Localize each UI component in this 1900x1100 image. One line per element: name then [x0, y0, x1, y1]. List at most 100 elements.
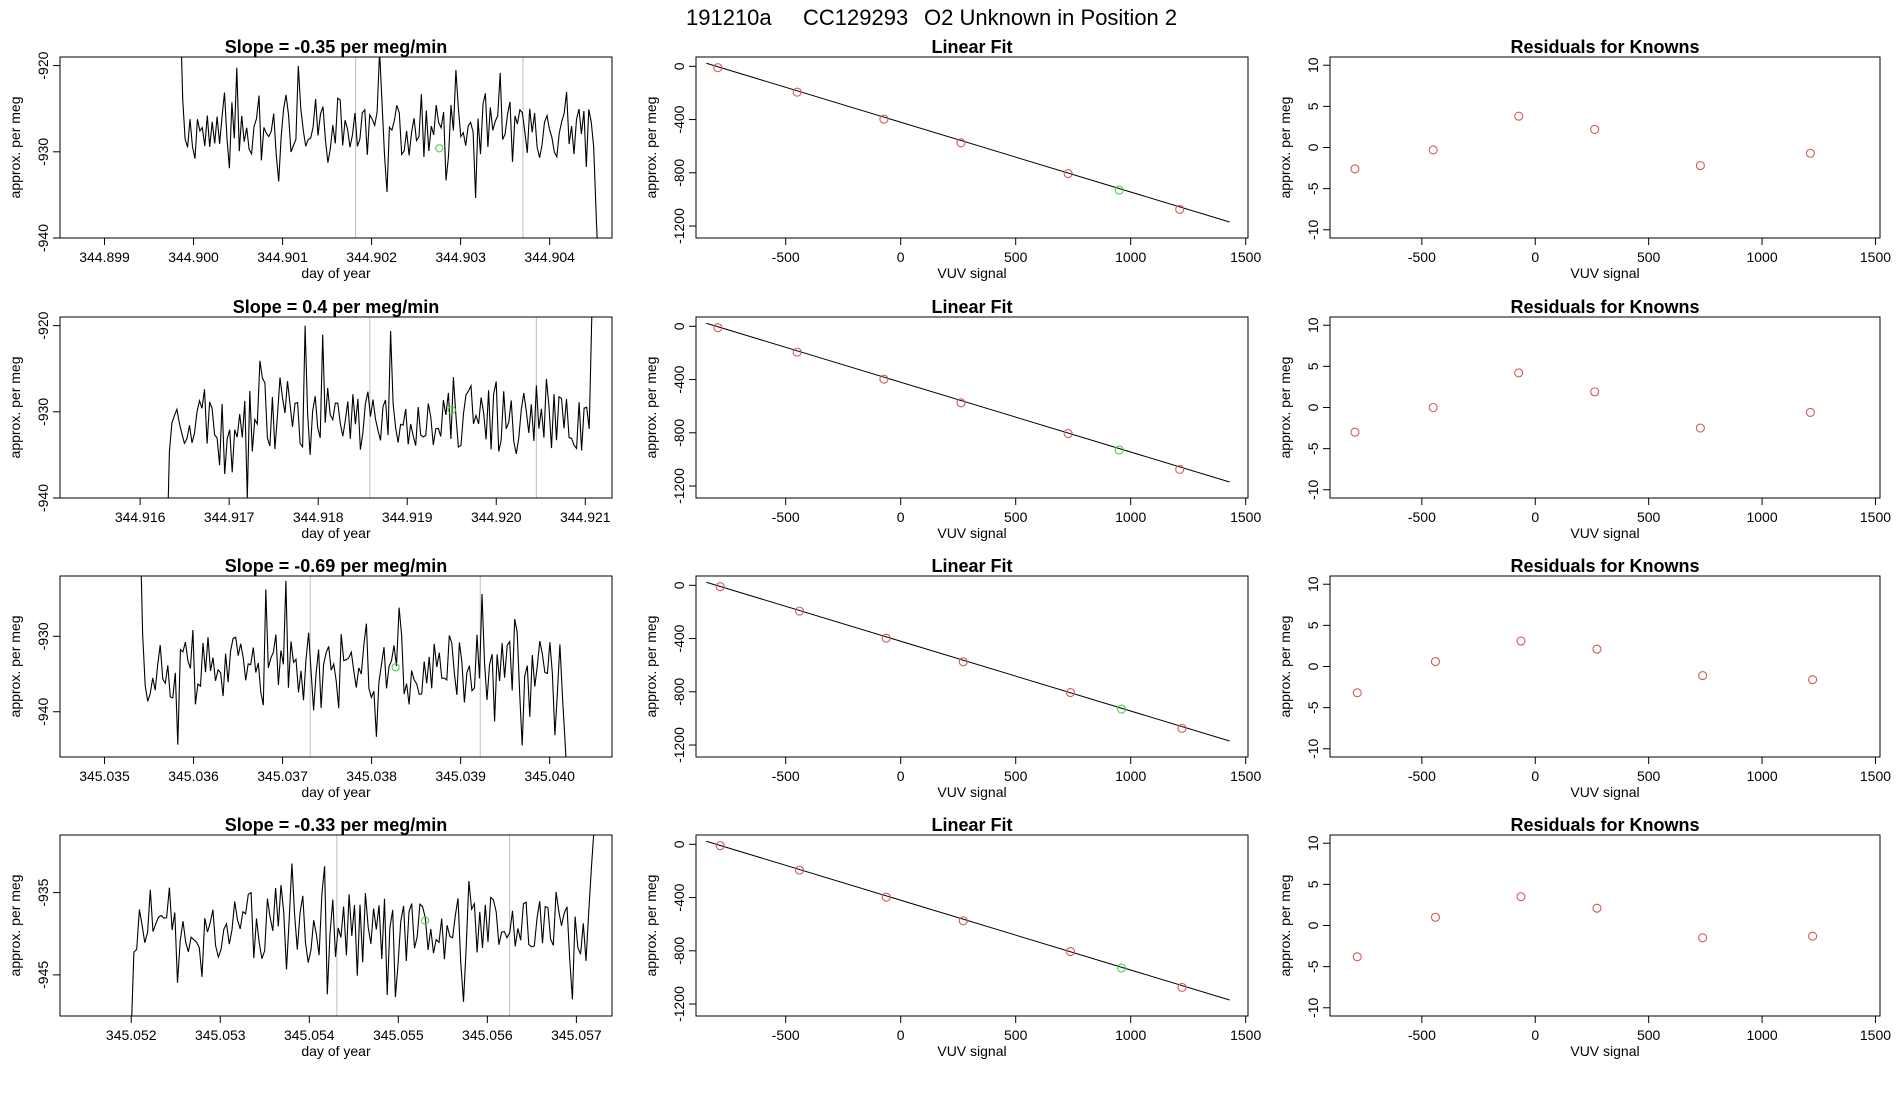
chart-panel-1-2: -500 0 500 1000 1500 0 -400 -800 -1200 Linear Fit… — [643, 37, 1261, 281]
x-tick-label: 345.056 — [462, 1027, 513, 1043]
residual-point — [1808, 931, 1818, 941]
x-tick-label: 344.917 — [204, 509, 255, 525]
y-axis-label: approx. per meg — [1277, 97, 1293, 199]
y-tick-label: -920 — [35, 311, 51, 339]
known-point — [1063, 169, 1073, 179]
y-axis-label: approx. per meg — [643, 97, 659, 199]
unknown-point — [1116, 963, 1127, 973]
y-tick-label: 10 — [1305, 835, 1321, 851]
known-point — [792, 87, 802, 97]
x-tick-label: -500 — [1408, 1027, 1436, 1043]
x-tick-label: 1000 — [1746, 768, 1777, 784]
plot-frame — [59, 834, 613, 1017]
y-tick-label: -920 — [35, 51, 51, 79]
residual-point — [1592, 644, 1602, 654]
known-point — [1175, 464, 1185, 474]
y-tick-label: -400 — [671, 105, 687, 133]
plot-area — [706, 840, 1230, 1001]
x-axis-label: VUV signal — [1570, 1043, 1639, 1059]
y-tick-label: -940 — [35, 698, 51, 726]
known-point — [794, 865, 805, 875]
y-axis-label: approx. per meg — [1277, 875, 1293, 977]
panel-grid: 344.899 344.900 344.901 344.902 344.903 344.9… — [7, 37, 1891, 1059]
known-point — [879, 114, 889, 124]
y-tick-label: -5 — [1305, 960, 1321, 973]
y-tick-label: -400 — [671, 883, 687, 911]
residual-point — [1516, 892, 1526, 902]
y-tick-label: -1200 — [671, 468, 687, 504]
y-tick-label: -930 — [35, 622, 51, 650]
plot-frame — [695, 56, 1249, 239]
residual-point — [1430, 912, 1441, 922]
plot-frame — [695, 575, 1249, 758]
y-tick-label: -935 — [35, 878, 51, 906]
panel-title: Slope = 0.4 per meg/min — [233, 297, 440, 317]
x-tick-label: -500 — [772, 1027, 800, 1043]
x-tick-label: 500 — [1004, 1027, 1028, 1043]
y-tick-label: -400 — [671, 365, 687, 393]
residual-point — [1590, 387, 1600, 397]
y-tick-label: 0 — [1305, 143, 1321, 151]
x-tick-label: 1500 — [1860, 509, 1891, 525]
panel-title: Slope = -0.69 per meg/min — [225, 556, 448, 576]
x-tick-label: 1000 — [1746, 509, 1777, 525]
panel-title: Linear Fit — [931, 815, 1012, 835]
known-point — [958, 916, 968, 926]
y-tick-label: -10 — [1305, 479, 1321, 499]
x-tick-label: 0 — [897, 1027, 905, 1043]
known-point — [713, 323, 723, 333]
x-axis-label: day of year — [301, 265, 371, 281]
panel-title: Slope = -0.33 per meg/min — [225, 815, 448, 835]
x-tick-label: 500 — [1637, 249, 1661, 265]
x-tick-label: 0 — [1531, 509, 1539, 525]
chart-panel-4-1: 345.052 345.053 345.054 345.055 345.056 345.0… — [7, 815, 613, 1059]
x-tick-label: 0 — [1531, 768, 1539, 784]
chart-panel-2-1: 344.916 344.917 344.918 344.919 344.920 344.9… — [7, 297, 613, 541]
unknown-mean-point — [447, 405, 456, 415]
known-point — [792, 347, 802, 357]
residual-point — [1592, 903, 1602, 913]
unknown-mean-point — [391, 663, 400, 672]
x-tick-label: 345.040 — [524, 768, 575, 784]
x-tick-label: 1500 — [1230, 509, 1261, 525]
y-axis-label: approx. per meg — [7, 875, 23, 977]
y-tick-label: 10 — [1305, 57, 1321, 73]
residual-point — [1350, 427, 1360, 437]
x-tick-label: 1000 — [1115, 768, 1146, 784]
y-tick-label: -10 — [1305, 219, 1321, 239]
x-tick-label: 0 — [1531, 1027, 1539, 1043]
y-tick-label: 10 — [1305, 576, 1321, 592]
known-point — [1177, 723, 1187, 733]
x-tick-label: 1000 — [1115, 249, 1146, 265]
fit-line — [706, 62, 1230, 223]
x-tick-label: -500 — [772, 249, 800, 265]
y-tick-label: 5 — [1305, 102, 1321, 110]
chart-panel-4-2: -500 0 500 1000 1500 0 -400 -800 -1200 Linear Fit… — [643, 815, 1261, 1059]
y-tick-label: 0 — [671, 840, 687, 848]
y-tick-label: 0 — [1305, 921, 1321, 929]
plot-frame — [1329, 575, 1881, 758]
x-axis-label: day of year — [301, 784, 371, 800]
x-tick-label: 0 — [897, 249, 905, 265]
residual-point — [1514, 111, 1524, 121]
known-point — [881, 633, 891, 643]
x-tick-label: 344.899 — [79, 249, 130, 265]
y-tick-label: -10 — [1305, 738, 1321, 758]
residual-point — [1695, 161, 1705, 171]
y-tick-label: 5 — [1305, 621, 1321, 629]
known-point — [715, 582, 725, 592]
x-tick-label: 1500 — [1860, 249, 1891, 265]
x-tick-label: 345.037 — [257, 768, 308, 784]
y-tick-label: -5 — [1305, 701, 1321, 714]
y-tick-label: 10 — [1305, 317, 1321, 333]
y-tick-label: -930 — [35, 138, 51, 166]
known-point — [956, 398, 966, 408]
x-tick-label: -500 — [1408, 509, 1436, 525]
x-tick-label: 345.057 — [551, 1027, 602, 1043]
x-tick-label: 345.038 — [346, 768, 397, 784]
residual-point — [1698, 670, 1708, 681]
known-point — [713, 63, 723, 73]
y-tick-label: -1200 — [671, 986, 687, 1022]
x-tick-label: 1000 — [1746, 1027, 1777, 1043]
y-tick-label: -1200 — [671, 208, 687, 244]
